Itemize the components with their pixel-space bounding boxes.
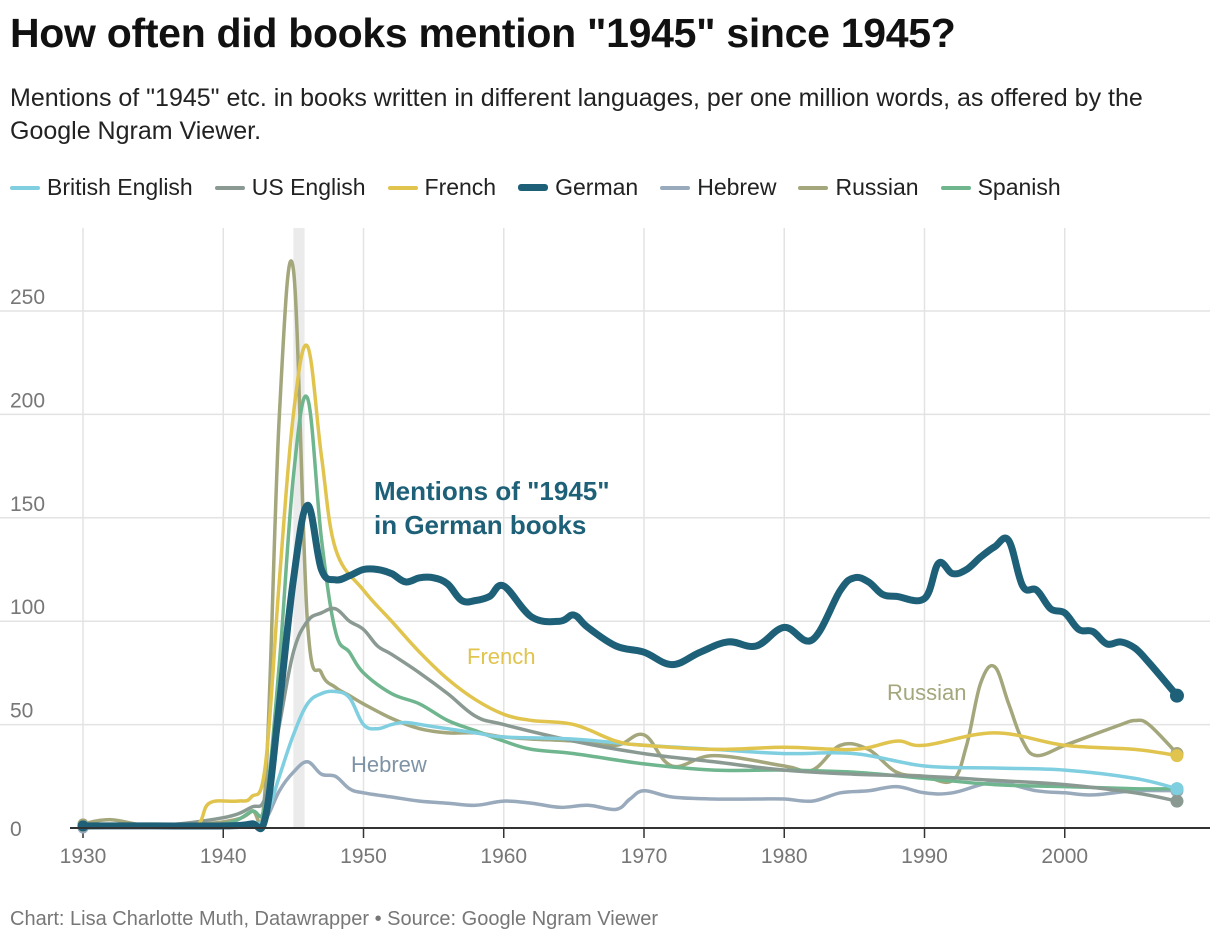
x-tick-label: 1950 bbox=[340, 845, 387, 868]
legend-item-british-english: British English bbox=[10, 174, 193, 201]
legend-label: French bbox=[424, 174, 497, 200]
y-tick-label: 150 bbox=[10, 493, 45, 516]
annotation-french: French bbox=[467, 644, 535, 669]
series-line-british-english bbox=[81, 689, 1179, 828]
x-tick-label: 1940 bbox=[200, 845, 247, 868]
legend-swatch bbox=[940, 185, 971, 190]
legend-item-french: French bbox=[387, 174, 497, 201]
end-dot-french bbox=[1170, 749, 1184, 763]
annotation-russian: Russian bbox=[887, 680, 966, 705]
legend-swatch bbox=[214, 185, 245, 190]
x-tick-label: 1930 bbox=[60, 845, 107, 868]
annotation-mentions-of-1945: Mentions of "1945" bbox=[374, 476, 610, 506]
legend-label: British English bbox=[47, 174, 193, 200]
legend-item-russian: Russian bbox=[798, 174, 919, 201]
legend-item-spanish: Spanish bbox=[940, 174, 1061, 201]
y-tick-label: 100 bbox=[10, 596, 45, 619]
legend-swatch bbox=[660, 185, 691, 190]
x-tick-label: 2000 bbox=[1041, 845, 1088, 868]
x-tick-label: 1960 bbox=[480, 845, 527, 868]
x-tick-label: 1990 bbox=[901, 845, 948, 868]
series-line-spanish bbox=[81, 394, 1179, 828]
legend-swatch bbox=[798, 185, 829, 190]
annotation-hebrew: Hebrew bbox=[351, 752, 427, 777]
end-dot-german bbox=[1169, 688, 1184, 703]
x-tick-label: 1980 bbox=[761, 845, 808, 868]
end-dot-us-english bbox=[1170, 794, 1184, 808]
y-tick-label: 50 bbox=[10, 700, 33, 723]
annotation-in-german-books: in German books bbox=[374, 510, 586, 540]
y-tick-label: 200 bbox=[10, 389, 45, 412]
legend-label: Russian bbox=[835, 174, 919, 200]
legend-swatch bbox=[10, 185, 40, 190]
legend-label: German bbox=[555, 174, 639, 200]
legend-item-german: German bbox=[518, 174, 638, 201]
y-tick-label: 0 bbox=[10, 818, 22, 841]
legend-label: Hebrew bbox=[697, 174, 777, 200]
legend-label: US English bbox=[251, 174, 366, 200]
legend-label: Spanish bbox=[977, 174, 1061, 200]
x-tick-label: 1970 bbox=[621, 845, 668, 868]
chart-title: How often did books mention "1945" since… bbox=[10, 10, 956, 56]
legend-swatch bbox=[387, 185, 418, 190]
legend: British English US English French German Heb… bbox=[10, 174, 1061, 201]
chart-subtitle: Mentions of "1945" etc. in books written… bbox=[10, 84, 1143, 145]
legend-item-us-english: US English bbox=[214, 174, 366, 201]
chart-footer: Chart: Lisa Charlotte Muth, Datawrapper … bbox=[10, 908, 659, 930]
end-dot-british-english bbox=[1170, 782, 1184, 796]
legend-item-hebrew: Hebrew bbox=[660, 174, 776, 201]
start-dot-german bbox=[77, 820, 89, 832]
series-line-hebrew bbox=[81, 760, 1179, 830]
line-chart: 1930 1940 1950 1960 1970 1980 1990 2000 0 50 100 15… bbox=[0, 228, 1210, 868]
y-tick-label: 250 bbox=[10, 286, 45, 309]
legend-swatch bbox=[518, 184, 549, 191]
series-line-french bbox=[81, 343, 1179, 830]
series-line-german bbox=[79, 501, 1181, 833]
